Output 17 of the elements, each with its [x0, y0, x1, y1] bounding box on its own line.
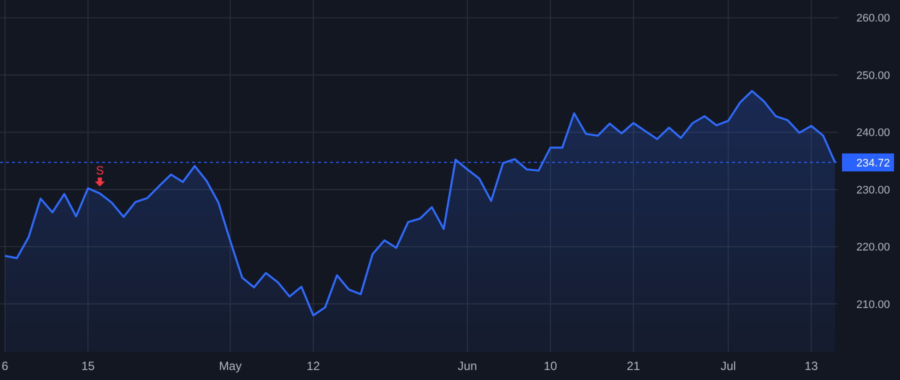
y-tick-label: 240.00: [856, 127, 890, 140]
y-tick-label: 220.00: [856, 242, 890, 254]
x-tick-label: 13: [804, 359, 818, 373]
x-tick-label: 12: [306, 359, 320, 373]
x-tick-label: Jul: [720, 359, 736, 373]
x-tick-label: 15: [81, 359, 95, 373]
x-tick-label: Jun: [458, 359, 478, 373]
y-tick-label: 260.00: [856, 12, 890, 25]
y-tick-label: 230.00: [856, 184, 890, 196]
x-tick-label: 6: [2, 359, 9, 373]
x-tick-label: May: [218, 359, 242, 373]
x-tick-label: 10: [544, 359, 558, 373]
y-tick-label: 210.00: [856, 298, 890, 311]
y-tick-label: 250.00: [856, 70, 890, 82]
annotation: S: [96, 163, 104, 178]
ref-line-label: 234.72: [856, 157, 890, 170]
x-tick-label: 21: [626, 359, 640, 373]
